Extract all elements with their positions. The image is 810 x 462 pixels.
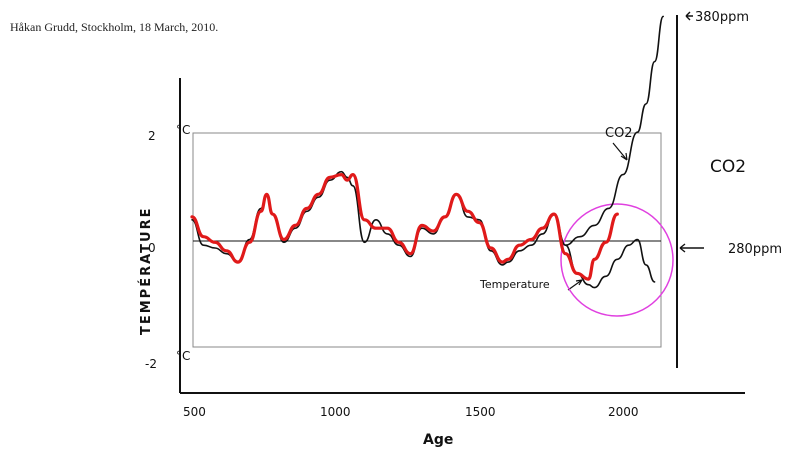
x-tick-label: 1000 xyxy=(320,405,351,419)
co2-curve-label: CO2 xyxy=(605,126,633,141)
plot-frame xyxy=(192,132,662,348)
co2-axis-label: CO2 xyxy=(710,157,746,177)
co2-low-label: 280ppm xyxy=(728,242,782,257)
highlight-circle xyxy=(560,203,674,317)
y-unit-label: °C xyxy=(176,123,190,137)
co2-high-arrow xyxy=(685,11,693,21)
series-layer xyxy=(190,15,664,289)
temperature-red-line xyxy=(190,173,619,281)
y-unit-label: °C xyxy=(176,349,190,363)
x-tick-label: 2000 xyxy=(608,405,639,419)
author-caption: Håkan Grudd, Stockholm, 18 March, 2010. xyxy=(10,20,219,34)
temperature-arrow xyxy=(567,279,583,291)
co2-high-label: 380ppm xyxy=(695,10,749,25)
co2-curve-arrow xyxy=(612,142,628,161)
co2-low-arrow xyxy=(679,243,704,253)
y-tick-label: -2 xyxy=(145,357,157,371)
x-axis-title: Age xyxy=(423,432,453,448)
y-axis-title: TEMPÉRATURE xyxy=(138,207,154,335)
y-tick-label: 0 xyxy=(148,241,156,255)
x-tick-label: 500 xyxy=(183,405,206,419)
temperature-label: Temperature xyxy=(479,278,550,291)
x-tick-label: 1500 xyxy=(465,405,496,419)
y-tick-label: 2 xyxy=(148,129,156,143)
co2-line xyxy=(564,15,664,246)
temperature-line xyxy=(191,170,656,289)
